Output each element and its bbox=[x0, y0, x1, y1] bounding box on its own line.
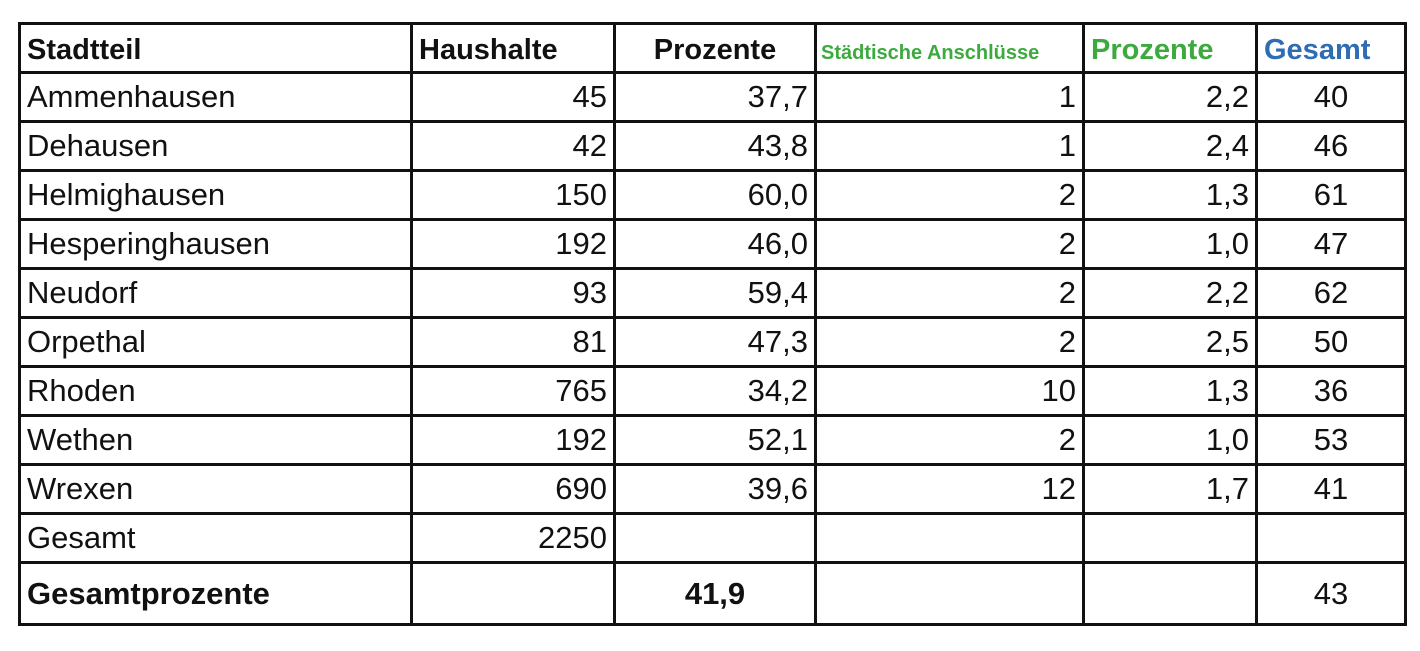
cell-anschluesse: 2 bbox=[814, 169, 1085, 221]
cell-anschluesse: 2 bbox=[814, 218, 1085, 270]
cell-haushalte: 192 bbox=[410, 218, 616, 270]
cell-prozente: 43,8 bbox=[613, 120, 817, 172]
cell-prozente: 47,3 bbox=[613, 316, 817, 368]
cell-stadtteil: Helmighausen bbox=[18, 169, 413, 221]
cell-prozente: 52,1 bbox=[613, 414, 817, 466]
cell-haushalte: 765 bbox=[410, 365, 616, 417]
cell-prozente-anschluesse: 1,3 bbox=[1082, 169, 1258, 221]
table-row: Ammenhausen 45 37,7 1 2,2 40 bbox=[18, 71, 1407, 123]
cell-stadtteil: Ammenhausen bbox=[18, 71, 413, 123]
cell-prozente: 59,4 bbox=[613, 267, 817, 319]
empty-cell bbox=[814, 512, 1085, 564]
header-haushalte: Haushalte bbox=[410, 22, 616, 74]
header-prozente: Prozente bbox=[613, 22, 817, 74]
header-row: Stadtteil Haushalte Prozente Städtische … bbox=[18, 22, 1407, 74]
empty-cell bbox=[1082, 561, 1258, 626]
cell-stadtteil: Hesperinghausen bbox=[18, 218, 413, 270]
cell-prozente-anschluesse: 1,3 bbox=[1082, 365, 1258, 417]
cell-stadtteil: Rhoden bbox=[18, 365, 413, 417]
table-row: Wethen 192 52,1 2 1,0 53 bbox=[18, 414, 1407, 466]
table-row: Dehausen 42 43,8 1 2,4 46 bbox=[18, 120, 1407, 172]
header-stadtteil: Stadtteil bbox=[18, 22, 413, 74]
cell-gesamt: 41 bbox=[1255, 463, 1407, 515]
gesamtprozente-row: Gesamtprozente 41,9 43 bbox=[18, 561, 1407, 626]
cell-anschluesse: 2 bbox=[814, 267, 1085, 319]
cell-haushalte: 690 bbox=[410, 463, 616, 515]
cell-stadtteil: Wethen bbox=[18, 414, 413, 466]
header-staedtische-anschluesse: Städtische Anschlüsse bbox=[814, 22, 1085, 74]
cell-haushalte: 81 bbox=[410, 316, 616, 368]
cell-prozente: 34,2 bbox=[613, 365, 817, 417]
cell-stadtteil: Neudorf bbox=[18, 267, 413, 319]
cell-prozente: 39,6 bbox=[613, 463, 817, 515]
cell-gesamt: 62 bbox=[1255, 267, 1407, 319]
cell-stadtteil: Orpethal bbox=[18, 316, 413, 368]
table-row: Helmighausen 150 60,0 2 1,3 61 bbox=[18, 169, 1407, 221]
cell-gesamt: 47 bbox=[1255, 218, 1407, 270]
table-row: Neudorf 93 59,4 2 2,2 62 bbox=[18, 267, 1407, 319]
empty-cell bbox=[410, 561, 616, 626]
gesamt-row: Gesamt 2250 bbox=[18, 512, 1407, 564]
cell-gesamt: 40 bbox=[1255, 71, 1407, 123]
cell-anschluesse: 2 bbox=[814, 316, 1085, 368]
gesamtprozente-gesamt: 43 bbox=[1255, 561, 1407, 626]
cell-stadtteil: Wrexen bbox=[18, 463, 413, 515]
table-body: Stadtteil Haushalte Prozente Städtische … bbox=[18, 22, 1407, 626]
cell-prozente-anschluesse: 2,4 bbox=[1082, 120, 1258, 172]
header-prozente-anschluesse: Prozente bbox=[1082, 22, 1258, 74]
table-row: Orpethal 81 47,3 2 2,5 50 bbox=[18, 316, 1407, 368]
cell-gesamt: 53 bbox=[1255, 414, 1407, 466]
empty-cell bbox=[1082, 512, 1258, 564]
table-row: Rhoden 765 34,2 10 1,3 36 bbox=[18, 365, 1407, 417]
gesamt-haushalte: 2250 bbox=[410, 512, 616, 564]
cell-prozente-anschluesse: 1,0 bbox=[1082, 218, 1258, 270]
gesamt-label: Gesamt bbox=[18, 512, 413, 564]
cell-prozente: 60,0 bbox=[613, 169, 817, 221]
cell-anschluesse: 1 bbox=[814, 71, 1085, 123]
cell-gesamt: 46 bbox=[1255, 120, 1407, 172]
header-gesamt: Gesamt bbox=[1255, 22, 1407, 74]
cell-haushalte: 192 bbox=[410, 414, 616, 466]
empty-cell bbox=[613, 512, 817, 564]
cell-prozente: 46,0 bbox=[613, 218, 817, 270]
table-row: Hesperinghausen 192 46,0 2 1,0 47 bbox=[18, 218, 1407, 270]
cell-stadtteil: Dehausen bbox=[18, 120, 413, 172]
gesamtprozente-value: 41,9 bbox=[613, 561, 817, 626]
cell-prozente-anschluesse: 2,5 bbox=[1082, 316, 1258, 368]
cell-prozente-anschluesse: 1,7 bbox=[1082, 463, 1258, 515]
cell-prozente: 37,7 bbox=[613, 71, 817, 123]
cell-haushalte: 93 bbox=[410, 267, 616, 319]
cell-haushalte: 42 bbox=[410, 120, 616, 172]
cell-haushalte: 45 bbox=[410, 71, 616, 123]
cell-anschluesse: 2 bbox=[814, 414, 1085, 466]
cell-prozente-anschluesse: 2,2 bbox=[1082, 71, 1258, 123]
empty-cell bbox=[814, 561, 1085, 626]
cell-haushalte: 150 bbox=[410, 169, 616, 221]
cell-anschluesse: 1 bbox=[814, 120, 1085, 172]
households-table: Stadtteil Haushalte Prozente Städtische … bbox=[18, 22, 1407, 626]
cell-gesamt: 50 bbox=[1255, 316, 1407, 368]
cell-prozente-anschluesse: 1,0 bbox=[1082, 414, 1258, 466]
cell-anschluesse: 12 bbox=[814, 463, 1085, 515]
table-row: Wrexen 690 39,6 12 1,7 41 bbox=[18, 463, 1407, 515]
empty-cell bbox=[1255, 512, 1407, 564]
cell-gesamt-highlight: 36 bbox=[1255, 365, 1407, 417]
cell-gesamt: 61 bbox=[1255, 169, 1407, 221]
cell-prozente-anschluesse: 2,2 bbox=[1082, 267, 1258, 319]
cell-anschluesse: 10 bbox=[814, 365, 1085, 417]
gesamtprozente-label: Gesamtprozente bbox=[18, 561, 413, 626]
